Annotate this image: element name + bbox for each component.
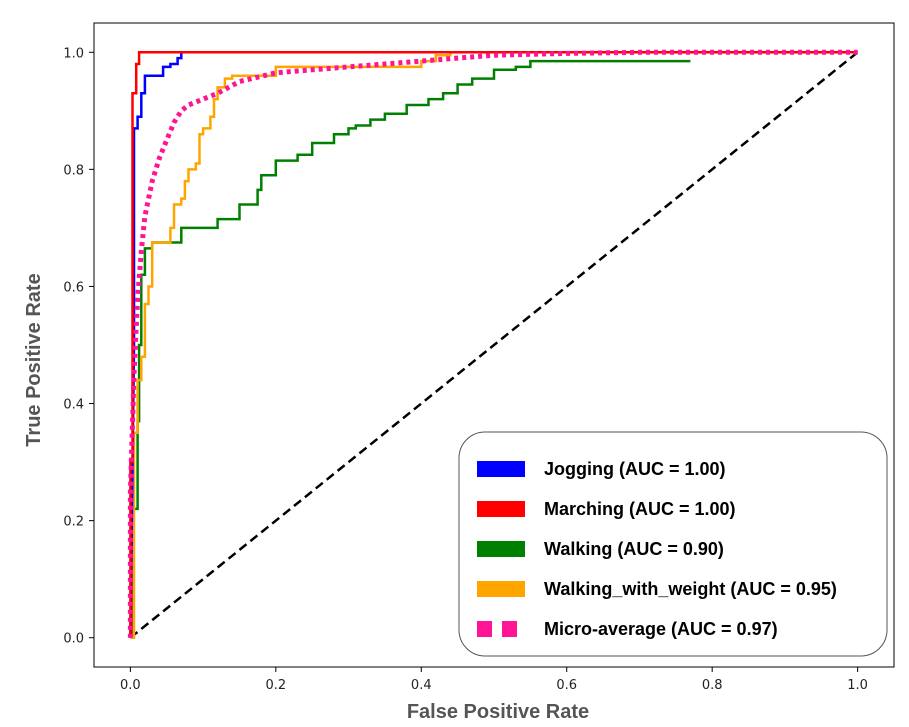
x-tick-label: 0.0 — [120, 678, 141, 693]
y-tick-label: 0.4 — [63, 398, 84, 413]
legend-swatch-walking-with-weight — [477, 581, 525, 597]
x-tick-label: 0.6 — [556, 678, 577, 693]
legend-box — [458, 431, 888, 657]
series-line-micro-average — [127, 49, 858, 638]
y-tick-label: 0.6 — [63, 280, 84, 295]
x-tick-label: 0.4 — [411, 678, 432, 693]
y-tick-label: 0.2 — [63, 515, 84, 530]
legend-label-micro-average: Micro-average (AUC = 0.97) — [544, 619, 778, 639]
series-line-walking-with-weight — [130, 51, 858, 639]
legend-swatch-micro-average — [502, 621, 517, 637]
series-line-marching — [129, 51, 858, 638]
y-tick-label: 1.0 — [63, 46, 84, 61]
y-tick-label: 0.0 — [63, 632, 84, 647]
y-axis-title: True Positive Rate — [23, 273, 45, 446]
x-tick-label: 0.2 — [265, 678, 286, 693]
legend-label-walking-with-weight: Walking_with_weight (AUC = 0.95) — [544, 579, 837, 599]
x-axis-ticks: 0.0 0.2 0.4 0.6 0.8 1.0 — [120, 667, 868, 693]
y-axis-ticks: 0.0 0.2 0.4 0.6 0.8 1.0 — [63, 46, 94, 647]
legend-swatch-walking — [477, 541, 525, 557]
legend-label-marching: Marching (AUC = 1.00) — [544, 499, 736, 519]
y-tick-label: 0.8 — [63, 163, 84, 178]
legend-swatch-jogging — [477, 461, 525, 477]
x-tick-label: 1.0 — [847, 678, 868, 693]
series-layer — [127, 49, 859, 639]
legend-swatch-marching — [477, 501, 525, 517]
legend-swatch-micro-average — [477, 621, 492, 637]
series-line-jogging — [129, 51, 858, 638]
x-tick-label: 0.8 — [702, 678, 723, 693]
legend-label-jogging: Jogging (AUC = 1.00) — [544, 459, 726, 479]
x-axis-title: False Positive Rate — [407, 701, 589, 723]
legend-label-walking: Walking (AUC = 0.90) — [544, 539, 724, 559]
legend: Jogging (AUC = 1.00) Marching (AUC = 1.00… — [458, 431, 888, 657]
chance-diagonal-line — [129, 51, 859, 639]
